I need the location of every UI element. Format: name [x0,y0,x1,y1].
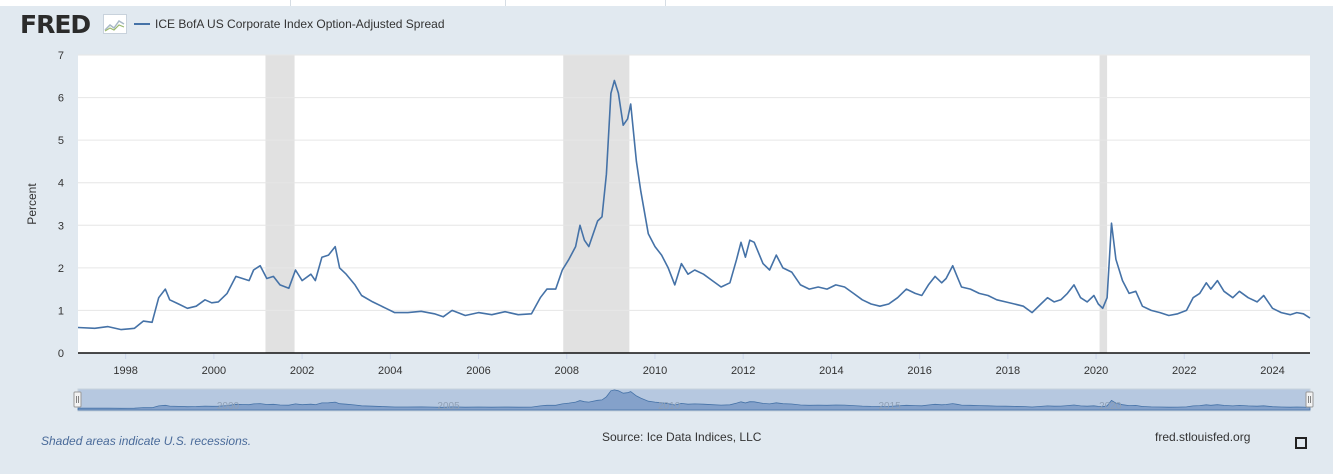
x-tick-label: 2022 [1172,365,1196,377]
x-tick-label: 2024 [1260,365,1284,377]
y-tick-label: 0 [58,348,64,360]
fullscreen-icon[interactable] [1295,437,1307,449]
x-tick-label: 2014 [819,365,843,377]
recession-band [1099,55,1108,353]
navigator-handle[interactable] [73,391,82,408]
tab-strip-segment [505,0,666,6]
y-tick-label: 3 [58,220,64,232]
x-tick-label: 2004 [378,365,402,377]
line-chart-icon [103,14,127,34]
y-tick-label: 5 [58,135,64,147]
x-tick-label: 2010 [643,365,667,377]
x-tick-label: 2000 [202,365,226,377]
plot-area [78,55,1310,353]
navigator-label: 2020 [1099,401,1122,412]
recession-band [265,55,295,353]
fullscreen-icon-corner [1295,437,1301,443]
y-tick-label: 1 [58,305,64,317]
site-url[interactable]: fred.stlouisfed.org [1155,430,1251,444]
tab-strip-segment [0,0,291,6]
x-tick-label: 2016 [907,365,931,377]
top-tab-strip [0,0,1333,6]
fullscreen-icon-corner [1301,443,1307,449]
chart-legend[interactable]: ICE BofA US Corporate Index Option-Adjus… [134,17,445,31]
x-tick-label: 2002 [290,365,314,377]
x-tick-label: 1998 [113,365,137,377]
navigator-series-area [77,389,1311,411]
recession-band [563,55,630,353]
x-tick-label: 2018 [996,365,1020,377]
recession-note: Shaded areas indicate U.S. recessions. [41,434,252,448]
x-tick-label: 2012 [731,365,755,377]
y-axis-label: Percent [25,183,39,225]
tab-strip-segment [290,0,506,6]
fred-logo[interactable]: FRED [20,10,91,39]
y-tick-label: 4 [58,178,64,190]
legend-swatch [134,23,150,25]
navigator-label: 2010 [658,401,681,412]
line-chart: 0 1 2 3 4 5 6 7 1998 2000 2002 2004 2006 2008 2010 2012… [25,50,1314,412]
navigator-handle[interactable] [1305,391,1314,408]
fullscreen-icon-corner [1295,443,1301,449]
series-line [77,79,1311,331]
navigator-label: 2005 [437,401,460,412]
navigator-label: 2015 [879,401,902,412]
x-tick-label: 2008 [554,365,578,377]
y-tick-label: 6 [58,93,64,105]
y-tick-label: 7 [58,50,64,62]
legend-series-label: ICE BofA US Corporate Index Option-Adjus… [155,17,445,31]
y-tick-label: 2 [58,263,64,275]
source-credit[interactable]: Source: Ice Data Indices, LLC [602,430,762,444]
navigator-label: 2000 [217,401,240,412]
fullscreen-icon-corner [1301,437,1307,443]
x-tick-label: 2006 [466,365,490,377]
x-tick-label: 2020 [1084,365,1108,377]
